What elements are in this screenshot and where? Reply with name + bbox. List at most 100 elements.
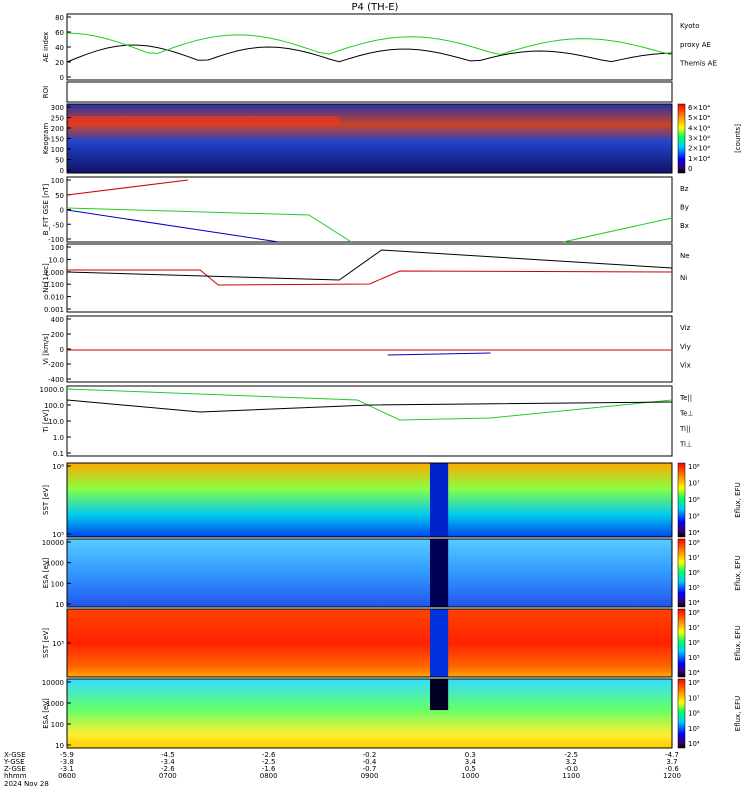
y-tick-label: 20 <box>55 59 64 67</box>
y-axis-label: Ni [1/cc] <box>42 263 50 293</box>
x-tick-label: -2.5 <box>564 751 578 759</box>
panel-3: Keogram 300 250 200 150 100 50 0 6×10⁴ 5×10⁴ 4×10⁴… <box>42 103 742 175</box>
colorbar-tick-label: 10⁷ <box>688 554 700 562</box>
ne-trace <box>67 269 673 286</box>
x-tick-label: 1100 <box>562 772 580 780</box>
x-tick-label: -3.4 <box>161 758 175 766</box>
y-tick-label: -200 <box>48 361 64 369</box>
plot-title: P4 (TH-E) <box>352 2 399 13</box>
colorbar-tick-label: 10⁴ <box>688 599 700 607</box>
y-tick-label: 10.0 <box>48 418 64 426</box>
x-tick-label: -4.5 <box>161 751 175 759</box>
colorbar-tick-label: 10⁴ <box>688 669 700 677</box>
y-tick-label: 10000 <box>42 539 64 547</box>
x-tick-label: -0.6 <box>665 765 679 773</box>
colorbar-tick-label: 10⁵ <box>688 513 700 521</box>
y-tick-label: 100 <box>51 580 64 588</box>
panel-1: AE index 80 60 40 20 0 Kyoto proxy AE Themis AE <box>42 13 717 82</box>
y-tick-label: 100 <box>51 146 64 154</box>
esa-dropout <box>430 539 449 607</box>
y-axis-label: Keogram <box>42 123 50 154</box>
y-tick-label: 0.010 <box>44 294 64 302</box>
colorbar-tick-label: 5×10⁴ <box>688 114 710 122</box>
colorbar <box>677 538 686 608</box>
esa-electron-spectrogram <box>67 679 672 748</box>
x-tick-label: 3.2 <box>566 758 577 766</box>
panel-frame <box>66 243 673 313</box>
x-tick-label: 0.3 <box>465 751 476 759</box>
y-tick-label: 100 <box>51 177 64 185</box>
legend-entry: Ni <box>680 274 687 282</box>
panel-6: Vi [km/s] 400 200 0 -200 -400 Viz Viy Vix <box>42 315 691 384</box>
x-tick-label: 0800 <box>260 772 278 780</box>
y-tick-label: 10⁶ <box>52 463 64 471</box>
x-row-label: hhmm <box>4 772 27 780</box>
sst-dropout <box>430 463 449 537</box>
y-tick-label: 60 <box>55 29 64 37</box>
panel-frame <box>66 462 673 538</box>
x-tick-label: -3.8 <box>60 758 74 766</box>
y-tick-label: 1000 <box>46 560 64 568</box>
y-tick-label: 150 <box>51 136 64 144</box>
panel-frame <box>66 678 673 749</box>
y-tick-label: 10000 <box>42 679 64 687</box>
colorbar-tick-label: 1×10⁴ <box>688 155 710 163</box>
y-tick-label: 1.0 <box>53 434 64 442</box>
bz-trace <box>66 179 189 196</box>
legend-entry: Bx <box>680 222 689 230</box>
y-tick-label: 200 <box>51 125 64 133</box>
panel-8: SST [eV] 10⁶ 10⁵ 10⁸ 10⁷ 10⁶ 10⁵ 10⁴ Eflux, EFU <box>42 462 742 539</box>
colorbar-label: Eflux, EFU <box>734 482 742 517</box>
bx-trace <box>66 209 279 243</box>
panel-frame <box>66 176 673 243</box>
panel-frame <box>66 81 673 103</box>
y-tick-label: 0.1 <box>53 450 64 458</box>
x-tick-label: -1.6 <box>262 765 276 773</box>
y-tick-label: 10⁵ <box>52 531 64 539</box>
x-row-label: Y-GSE <box>3 758 25 766</box>
legend-entry: Te|| <box>679 394 692 402</box>
panel-frame <box>66 13 673 81</box>
sst-electron-spectrogram <box>67 609 672 677</box>
colorbar-tick-label: 10⁴ <box>688 529 700 537</box>
colorbar <box>677 462 686 538</box>
y-tick-label: 400 <box>51 316 64 324</box>
legend-entry: proxy AE <box>680 41 711 49</box>
ni-trace <box>66 249 673 281</box>
y-tick-label: -400 <box>48 376 64 384</box>
x-tick-label: -2.6 <box>262 751 276 759</box>
x-tick-label: -0.2 <box>363 751 377 759</box>
y-tick-label: 0.001 <box>44 306 64 314</box>
y-tick-label: 50 <box>55 157 64 165</box>
y-axis-label: ESA [eV] <box>42 698 50 729</box>
y-tick-label: -100 <box>48 236 64 244</box>
colorbar-tick-label: 10⁶ <box>688 710 700 718</box>
x-tick-label: 3.4 <box>465 758 477 766</box>
x-tick-label: -4.7 <box>665 751 679 759</box>
x-tick-label: 0700 <box>159 772 177 780</box>
x-tick-label: -0.7 <box>363 765 377 773</box>
legend-entry: Ti⊥ <box>679 441 692 449</box>
colorbar-tick-label: 10⁵ <box>688 654 700 662</box>
colorbar-label: Eflux, EFU <box>734 625 742 660</box>
y-tick-label: 10 <box>55 601 64 609</box>
y-tick-label: -50 <box>53 221 64 229</box>
panel-frame <box>66 385 673 457</box>
y-tick-label: 1000.0 <box>40 386 65 394</box>
y-tick-label: 100 <box>51 721 64 729</box>
colorbar-tick-label: 0 <box>688 165 692 173</box>
y-tick-label: 1.000 <box>44 269 64 277</box>
legend-entry: Themis AE <box>679 60 717 68</box>
legend-entry: By <box>680 204 689 212</box>
x-tick-label: -2.6 <box>161 765 175 773</box>
panel-frame <box>66 315 673 383</box>
kyoto-ae-trace <box>66 32 673 56</box>
te-par-trace <box>66 399 673 413</box>
colorbar-tick-label: 10⁴ <box>688 740 700 748</box>
keogram-image <box>67 104 672 173</box>
y-tick-label: 0 <box>60 167 64 175</box>
colorbar-tick-label: 10⁸ <box>688 609 700 617</box>
